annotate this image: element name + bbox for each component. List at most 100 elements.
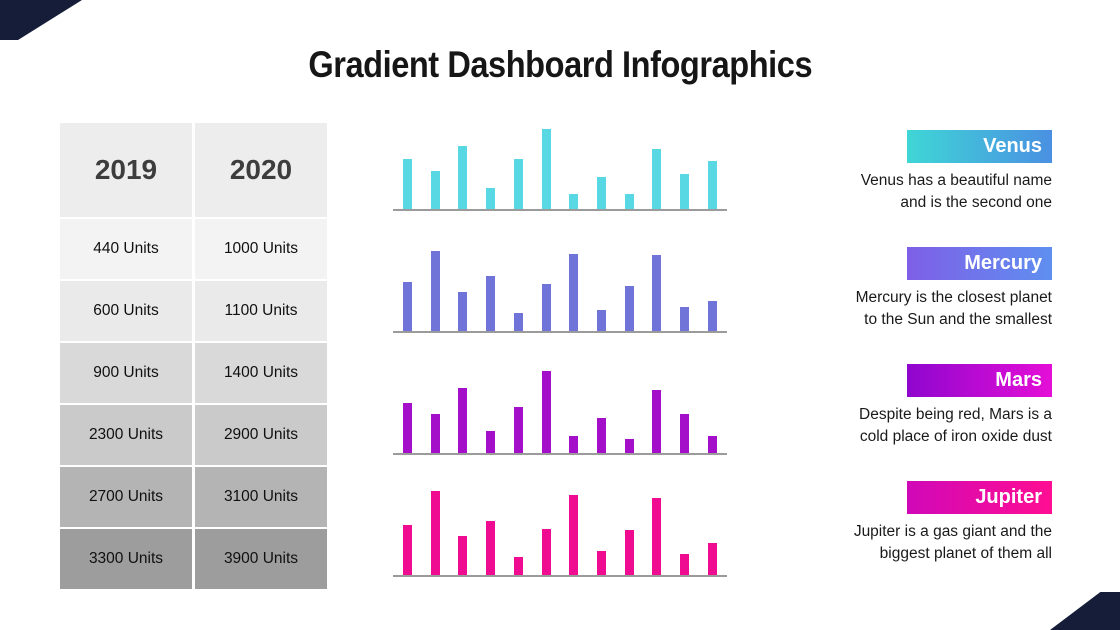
bar (458, 535, 468, 575)
bar (430, 251, 440, 331)
bar (569, 193, 579, 209)
planet-description-venus: Venus has a beautiful name and is the se… (808, 170, 1052, 214)
bar-chart-venus (393, 125, 727, 211)
table-cell: 1100 Units (195, 281, 327, 341)
planet-description-mercury: Mercury is the closest planet to the Sun… (808, 287, 1052, 331)
table-row: 900 Units 1400 Units (60, 343, 327, 403)
table-row: 600 Units 1100 Units (60, 281, 327, 341)
bar (486, 188, 496, 209)
bar (652, 255, 662, 331)
bar (486, 431, 496, 453)
corner-decoration-bottom-right (1050, 592, 1120, 630)
description-line: and is the second one (900, 194, 1052, 211)
bar (707, 436, 717, 453)
planet-block-jupiter: Jupiter Jupiter is a gas giant and the b… (808, 481, 1052, 565)
bar (680, 554, 690, 575)
bar (430, 171, 440, 209)
table-cell: 600 Units (60, 281, 192, 341)
page-title-text: Gradient Dashboard Infographics (308, 44, 812, 85)
bar (624, 286, 634, 331)
table-cell: 3300 Units (60, 529, 192, 589)
description-line: Jupiter is a gas giant and the (853, 523, 1052, 540)
bar (541, 370, 551, 453)
table-row: 440 Units 1000 Units (60, 219, 327, 279)
page-title: Gradient Dashboard Infographics (0, 44, 1120, 86)
table-row: 2300 Units 2900 Units (60, 405, 327, 465)
table-cell: 1000 Units (195, 219, 327, 279)
charts-panel (393, 125, 727, 613)
bar (458, 388, 468, 453)
bar (458, 146, 468, 209)
bar (430, 491, 440, 575)
table-cell: 3100 Units (195, 467, 327, 527)
bar (403, 402, 412, 453)
bar (624, 193, 634, 209)
planet-label-mercury: Mercury (907, 247, 1052, 280)
bar (458, 291, 468, 331)
bar (486, 521, 496, 575)
bar (652, 497, 662, 575)
planet-label-jupiter: Jupiter (907, 481, 1052, 514)
planet-label-venus: Venus (907, 130, 1052, 163)
planet-label-mars: Mars (907, 364, 1052, 397)
table-header-2020: 2020 (195, 123, 327, 217)
planet-block-mercury: Mercury Mercury is the closest planet to… (808, 247, 1052, 331)
bar (624, 530, 634, 575)
bar (513, 556, 523, 575)
bar-chart-mars (393, 369, 727, 455)
bar (597, 310, 607, 331)
table-cell: 2300 Units (60, 405, 192, 465)
planet-description-jupiter: Jupiter is a gas giant and the biggest p… (808, 521, 1052, 565)
bar-chart-mercury (393, 247, 727, 333)
bar (513, 313, 523, 331)
units-table-head: 2019 2020 (60, 123, 327, 217)
bar (430, 413, 440, 453)
bar (652, 390, 662, 453)
bar (707, 543, 717, 575)
bar (486, 275, 496, 331)
table-cell: 3900 Units (195, 529, 327, 589)
bar (680, 173, 690, 209)
bar (597, 177, 607, 209)
bar (707, 300, 717, 331)
planet-block-mars: Mars Despite being red, Mars is a cold p… (808, 364, 1052, 448)
table-cell: 900 Units (60, 343, 192, 403)
corner-decoration-top-left (0, 0, 82, 40)
description-line: biggest planet of them all (879, 545, 1052, 562)
table-header-2019: 2019 (60, 123, 192, 217)
bar (541, 528, 551, 575)
bar (569, 495, 579, 575)
planet-legend: Venus Venus has a beautiful name and is … (808, 130, 1052, 598)
bar (624, 438, 634, 453)
table-row: 3300 Units 3900 Units (60, 529, 327, 589)
description-line: to the Sun and the smallest (864, 311, 1052, 328)
units-table-body: 440 Units 1000 Units 600 Units 1100 Unit… (60, 219, 327, 589)
bar (403, 282, 412, 331)
bar (513, 406, 523, 453)
table-cell: 2700 Units (60, 467, 192, 527)
bar (652, 148, 662, 209)
bar (569, 436, 579, 453)
table-cell: 2900 Units (195, 405, 327, 465)
units-table: 2019 2020 440 Units 1000 Units 600 Units… (57, 121, 330, 591)
table-header-row: 2019 2020 (60, 123, 327, 217)
description-line: Mercury is the closest planet (855, 289, 1052, 306)
bar-chart-jupiter (393, 491, 727, 577)
table-cell: 1400 Units (195, 343, 327, 403)
planet-description-mars: Despite being red, Mars is a cold place … (808, 404, 1052, 448)
table-row: 2700 Units 3100 Units (60, 467, 327, 527)
bar (680, 414, 690, 453)
bar (541, 129, 551, 209)
planet-block-venus: Venus Venus has a beautiful name and is … (808, 130, 1052, 214)
description-line: Venus has a beautiful name (860, 172, 1052, 189)
bar (403, 158, 412, 209)
bar (403, 524, 412, 575)
bar (597, 417, 607, 453)
bar (513, 158, 523, 209)
bar (597, 551, 607, 575)
bar (707, 161, 717, 209)
bar (680, 307, 690, 331)
description-line: Despite being red, Mars is a (859, 406, 1052, 423)
bar (569, 253, 579, 331)
bar (541, 283, 551, 331)
